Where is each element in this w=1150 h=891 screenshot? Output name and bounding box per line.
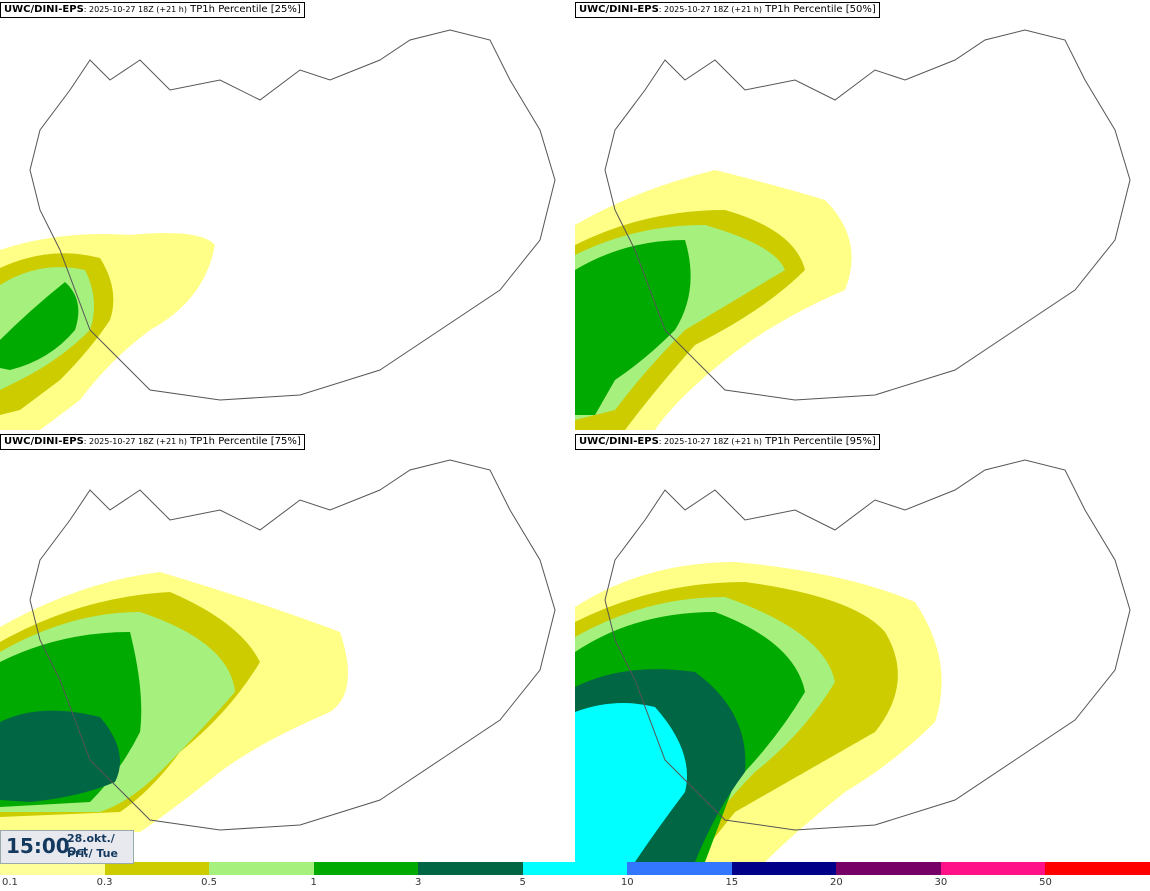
legend-swatch [1045,862,1150,875]
legend-tick-label: 15 [725,877,739,888]
parameter-name: TP1h Percentile [95%] [765,436,876,447]
model-name: UWC/DINI-EPS [579,436,659,447]
legend-swatch [522,862,628,875]
map-panel-50 [575,0,1150,430]
legend-color-bar [0,862,1150,875]
legend-swatch [313,862,419,875]
legend-swatch [627,862,732,875]
map-panel-95 [575,432,1150,862]
panel-label-50: UWC/DINI-EPS: 2025-10-27 18Z (+21 h) TP1… [575,2,880,18]
legend-tick-label: 0.1 [2,877,18,888]
precip-map-50 [575,170,852,430]
panel-label-25: UWC/DINI-EPS: 2025-10-27 18Z (+21 h) TP1… [0,2,305,18]
legend-tick-label: 50 [1039,877,1052,888]
valid-date: 28.okt./ Oct [67,832,115,858]
run-info: : 2025-10-27 18Z (+21 h) [83,5,187,14]
legend-tick-label: 0.5 [201,877,218,888]
model-name: UWC/DINI-EPS [4,4,84,15]
panel-label-95: UWC/DINI-EPS: 2025-10-27 18Z (+21 h) TP1… [575,434,880,450]
legend-swatch [0,862,105,875]
valid-time-box: 15:00 28.okt./ Oct Þri./ Tue [0,830,134,864]
valid-hour: 15:00 [6,834,70,858]
model-name: UWC/DINI-EPS [579,4,659,15]
run-info: : 2025-10-27 18Z (+21 h) [658,437,762,446]
map-panel-75 [0,432,575,862]
legend-tick-label: 20 [829,877,843,888]
run-info: : 2025-10-27 18Z (+21 h) [658,5,762,14]
map-panel-25 [0,0,575,430]
precip-map-25 [0,232,215,430]
legend-tick-label: 0.3 [96,877,113,888]
legend-tick-label: 30 [934,877,948,888]
legend-swatch [209,862,314,875]
legend-tick-label: 10 [620,877,634,888]
legend-tick-label: 1 [310,877,317,888]
legend-swatch [731,862,837,875]
valid-weekday: Þri./ Tue [67,847,118,860]
legend-tick-label: 3 [414,877,422,888]
color-legend: 0.1 0.3 0.5 1 3 5 10 15 20 30 50 [0,862,1150,891]
precip-map-75 [0,572,348,832]
parameter-name: TP1h Percentile [50%] [765,4,876,15]
legend-swatch [418,862,523,875]
panel-label-75: UWC/DINI-EPS: 2025-10-27 18Z (+21 h) TP1… [0,434,305,450]
run-info: : 2025-10-27 18Z (+21 h) [83,437,187,446]
legend-swatch [104,862,210,875]
legend-swatch [836,862,941,875]
legend-tick-label: 5 [519,877,526,888]
precip-map-95 [575,562,942,862]
parameter-name: TP1h Percentile [25%] [190,4,301,15]
legend-swatch [940,862,1046,875]
model-name: UWC/DINI-EPS [4,436,84,447]
parameter-name: TP1h Percentile [75%] [190,436,301,447]
